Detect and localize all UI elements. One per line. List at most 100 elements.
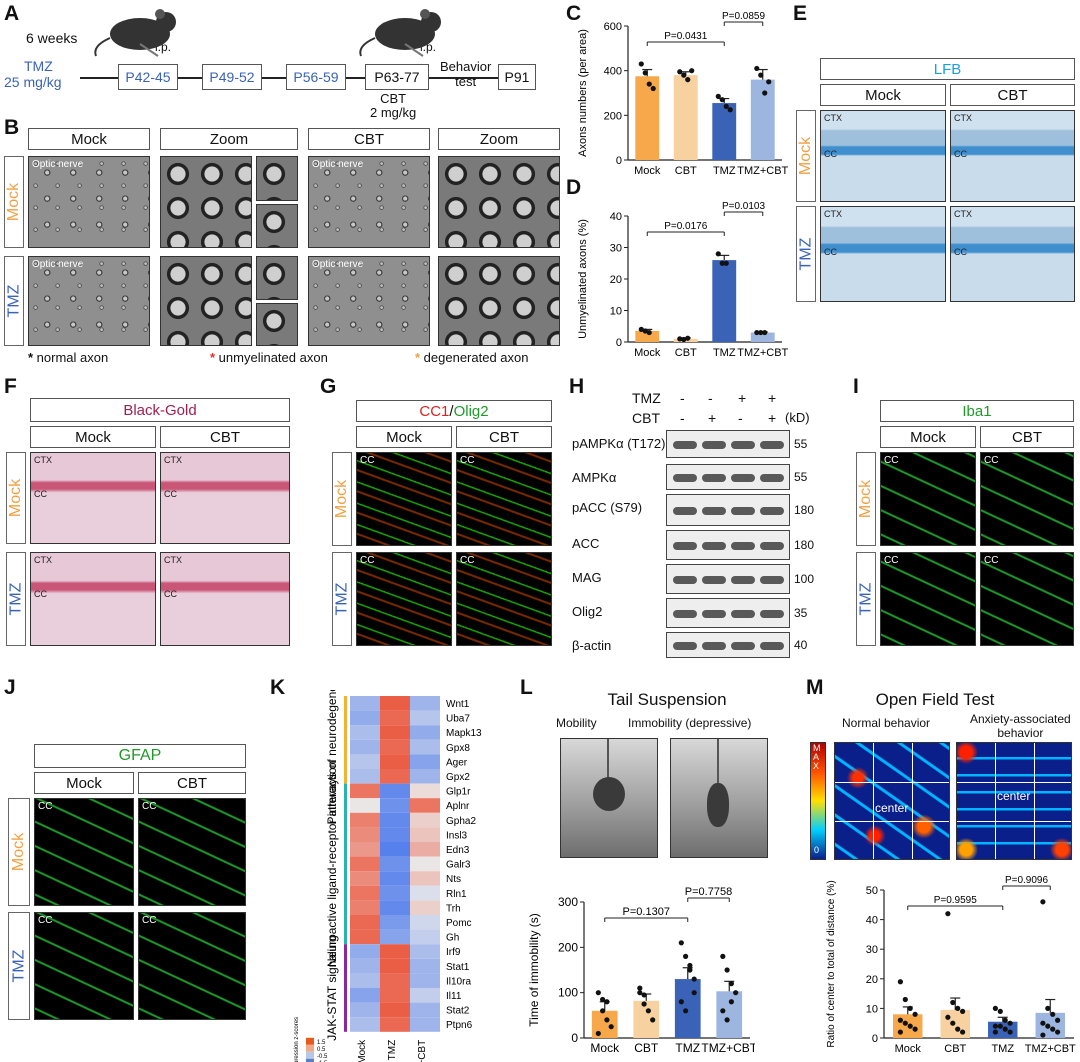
- data-point: [677, 69, 683, 75]
- group-label: JAK-STAT signaling: [325, 935, 339, 1040]
- data-point: [691, 990, 697, 996]
- x-tick-label: TMZ+CBT: [737, 347, 788, 359]
- data-point: [960, 1029, 966, 1035]
- heatmap-cell: [380, 739, 410, 755]
- heatmap-cell: [410, 958, 440, 974]
- gene-label: Nts: [446, 874, 461, 885]
- gene-label: Il11: [446, 991, 462, 1002]
- heatmap-cell: [350, 944, 380, 959]
- p-value-label: P=0.0431: [664, 31, 708, 42]
- blot-label: MAG: [572, 570, 602, 585]
- y-tick-label: 50: [866, 885, 878, 897]
- bar: [750, 79, 775, 160]
- b-row-label-text: Mock: [5, 182, 23, 222]
- cc1-olig2-image: CC: [456, 552, 552, 646]
- data-point: [719, 260, 725, 266]
- legend-unmyelinated: * unmyelinated axon: [210, 350, 328, 365]
- heat-scale-max: MAX: [813, 743, 821, 771]
- blot-band: [731, 610, 755, 618]
- heatmap-cell: [380, 812, 410, 828]
- p-value-label: P=0.0103: [722, 201, 766, 212]
- data-point: [650, 85, 656, 92]
- p-value-label: P=0.9096: [1005, 875, 1049, 886]
- heatmap-cell: [380, 915, 410, 930]
- legend-normal-text: normal axon: [36, 350, 109, 365]
- em-zoom-image: [256, 256, 298, 300]
- gene-label: Pomc: [446, 918, 472, 929]
- panel-label-d: D: [566, 176, 582, 199]
- heatmap-cell: [380, 973, 410, 988]
- column-label: Mock: [357, 1039, 368, 1062]
- em-image: Optic nerve: [28, 256, 150, 346]
- heatmap-cell: [350, 696, 380, 711]
- b-col-header: Mock: [28, 128, 150, 150]
- p-value-label: P=0.1307: [623, 906, 670, 918]
- gene-label: Gpx2: [446, 772, 470, 783]
- legend-swatch: [306, 1044, 314, 1052]
- tmz-sign: -: [680, 390, 685, 406]
- gfap-image: CC: [34, 798, 134, 906]
- y-tick-label: 200: [558, 940, 578, 954]
- data-point: [1007, 1029, 1013, 1035]
- heatmap-cell: [380, 1017, 410, 1032]
- j-col-header: CBT: [138, 772, 246, 794]
- em-zoom-image: [256, 204, 298, 248]
- data-point: [1055, 1029, 1061, 1035]
- x-tick-label: CBT: [944, 1043, 966, 1055]
- data-point: [595, 990, 601, 996]
- heatmap-cell: [410, 725, 440, 740]
- blot-band: [760, 474, 784, 482]
- black-gold-image: CTX CC: [30, 452, 156, 544]
- data-point: [907, 1023, 913, 1029]
- f-col-header: CBT: [160, 426, 290, 448]
- y-tick-label: 600: [604, 21, 622, 33]
- cc-label: CC: [884, 555, 899, 566]
- heat-scale-min: 0: [814, 845, 820, 855]
- bar: [635, 76, 660, 160]
- heatmap-cell: [380, 842, 410, 857]
- e-col-header: CBT: [950, 84, 1075, 106]
- blot-band: [673, 507, 697, 515]
- blot-strip: [666, 464, 790, 490]
- g-stain-b: Olig2: [453, 402, 489, 420]
- gene-label: Stat1: [446, 962, 470, 973]
- data-point: [912, 1026, 918, 1032]
- data-point: [728, 981, 734, 987]
- gene-label: Gpx8: [446, 743, 470, 754]
- data-point: [681, 336, 687, 343]
- cbt-sign: +: [708, 410, 717, 426]
- data-point: [637, 985, 643, 991]
- blot-strip: [666, 598, 790, 628]
- i-row-label-text: TMZ: [857, 582, 874, 616]
- iba1-image: CC: [880, 552, 976, 646]
- cc1-olig2-image: CC: [356, 552, 452, 646]
- tmz-sign: -: [708, 390, 713, 406]
- bar: [712, 260, 737, 342]
- cbt-dose-label: CBT 2 mg/kg: [370, 92, 416, 120]
- heatmap-cell: [410, 929, 440, 945]
- lfb-image: CTX CC: [820, 110, 946, 202]
- cbt-sign: -: [738, 410, 743, 426]
- y-tick-label: 20: [610, 274, 622, 286]
- bar: [673, 75, 698, 160]
- tmz-sign: +: [768, 390, 777, 406]
- panel-label-b: B: [4, 116, 20, 139]
- cbt-sign: -: [680, 410, 685, 426]
- x-tick-label: CBT: [634, 1041, 659, 1055]
- y-tick-label: 400: [604, 66, 622, 78]
- heatmap-cell: [350, 856, 380, 872]
- em-zoom-image: [256, 156, 298, 201]
- data-point: [1050, 1011, 1056, 1017]
- data-point: [1002, 1017, 1008, 1023]
- j-row-label-text: Mock: [10, 832, 28, 872]
- i-row-label: Mock: [856, 452, 876, 546]
- blot-band: [702, 542, 726, 550]
- j-row-label: Mock: [8, 798, 30, 906]
- m-anxiety-line-2: behavior: [997, 726, 1044, 740]
- group-label: Pathways of neurodegeneration: [325, 690, 339, 825]
- heatmap-cell: [350, 739, 380, 755]
- heatmap-cell: [350, 754, 380, 769]
- gene-label: Stat2: [446, 1006, 470, 1017]
- y-tick-label: 0: [616, 155, 622, 167]
- heatmap-cell: [350, 988, 380, 1003]
